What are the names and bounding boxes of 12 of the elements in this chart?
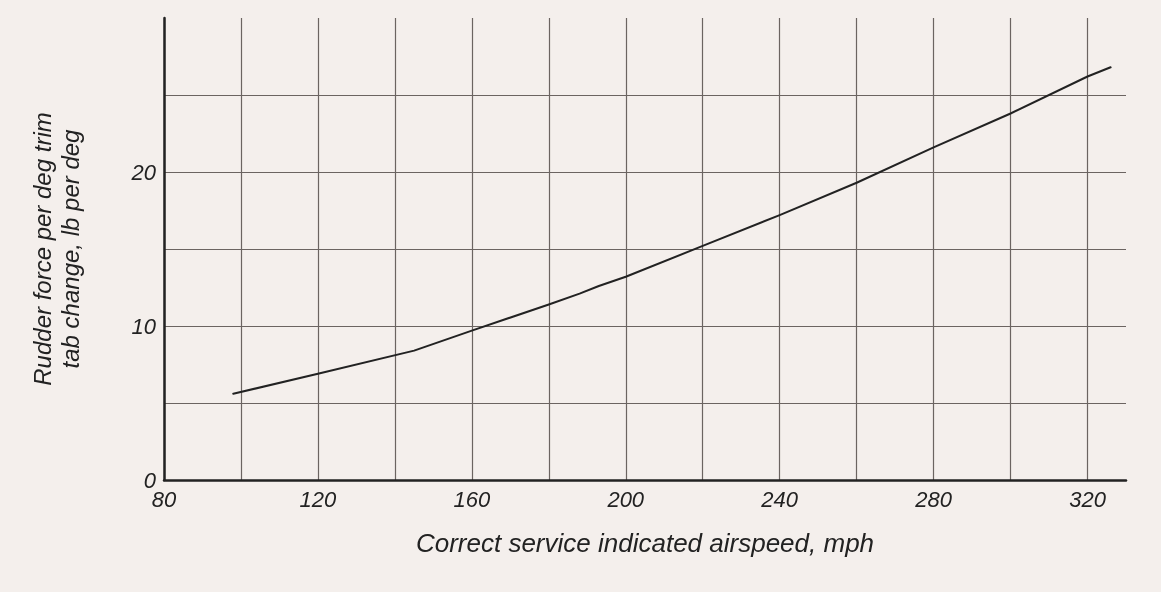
y-tick-label: 20 (130, 159, 157, 185)
x-tick-label: 200 (606, 486, 645, 512)
x-tick-label: 280 (914, 486, 953, 512)
line-series (232, 66, 1112, 395)
x-tick-label: 160 (453, 486, 491, 512)
x-tick-label: 240 (760, 486, 799, 512)
y-tick-label: 0 (143, 467, 157, 493)
x-axis-title: Correct service indicated airspeed, mph (415, 528, 875, 558)
y-axis-title: Rudder force per deg trim tab change, lb per deg (28, 112, 84, 386)
x-tick-label: 320 (1069, 486, 1107, 512)
x-tick-label: 120 (299, 486, 338, 512)
y-tick-label: 10 (131, 313, 157, 339)
